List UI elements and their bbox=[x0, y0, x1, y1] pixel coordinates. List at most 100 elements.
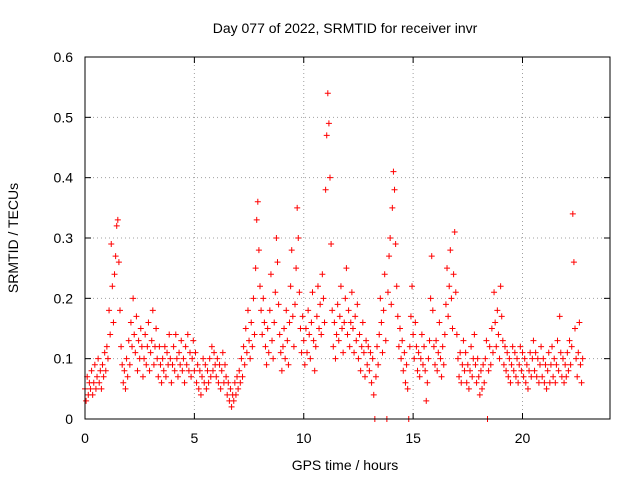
data-point bbox=[481, 379, 488, 386]
data-point bbox=[345, 307, 352, 314]
data-point bbox=[436, 319, 443, 326]
data-point bbox=[314, 283, 321, 290]
data-point bbox=[227, 385, 234, 392]
data-point bbox=[417, 355, 424, 362]
data-point bbox=[349, 325, 356, 332]
data-point bbox=[486, 343, 493, 350]
data-point bbox=[296, 289, 303, 296]
data-point bbox=[487, 361, 494, 368]
data-point bbox=[553, 361, 560, 368]
data-point bbox=[252, 265, 259, 272]
data-point bbox=[365, 343, 372, 350]
data-point bbox=[332, 355, 339, 362]
data-point bbox=[131, 331, 138, 338]
data-point bbox=[465, 385, 472, 392]
data-point bbox=[572, 325, 578, 332]
data-point bbox=[358, 343, 365, 350]
data-point bbox=[293, 265, 300, 272]
data-point bbox=[489, 349, 496, 356]
data-point bbox=[246, 337, 253, 344]
data-point bbox=[495, 331, 502, 338]
data-point bbox=[458, 379, 465, 386]
data-point bbox=[517, 343, 524, 350]
data-point bbox=[354, 301, 361, 308]
y-tick-label: 0.6 bbox=[54, 49, 74, 65]
data-point bbox=[157, 361, 164, 368]
data-point bbox=[219, 349, 226, 356]
data-point bbox=[362, 373, 368, 380]
data-point bbox=[203, 385, 210, 392]
data-point bbox=[491, 289, 498, 296]
x-tick-label: 15 bbox=[405, 430, 421, 446]
data-point bbox=[397, 325, 403, 332]
data-point bbox=[336, 313, 343, 320]
data-point bbox=[283, 307, 290, 314]
data-point bbox=[469, 373, 476, 380]
data-point bbox=[147, 349, 154, 356]
data-point bbox=[254, 198, 261, 205]
data-point bbox=[232, 391, 239, 398]
data-point bbox=[322, 186, 329, 193]
data-point bbox=[188, 373, 195, 380]
data-point bbox=[257, 283, 263, 290]
data-point bbox=[167, 355, 174, 362]
data-point bbox=[400, 367, 407, 374]
data-point bbox=[295, 235, 302, 241]
data-point bbox=[503, 367, 510, 374]
data-point bbox=[419, 361, 426, 368]
data-point bbox=[483, 337, 490, 344]
data-point bbox=[335, 337, 342, 344]
data-point bbox=[137, 325, 144, 332]
data-point bbox=[464, 361, 471, 368]
y-axis-label: SRMTID / TECUs bbox=[5, 183, 21, 293]
data-point bbox=[205, 379, 212, 386]
data-point bbox=[107, 331, 114, 338]
data-point bbox=[516, 361, 523, 368]
y-tick-label: 0.4 bbox=[54, 170, 74, 186]
data-point bbox=[170, 343, 177, 350]
data-point bbox=[240, 343, 247, 350]
chart-title: Day 077 of 2022, SRMTID for receiver inv… bbox=[213, 20, 478, 36]
data-point bbox=[228, 403, 235, 410]
data-point bbox=[382, 337, 389, 344]
data-point bbox=[162, 373, 169, 380]
data-point bbox=[341, 319, 348, 326]
data-point bbox=[327, 174, 333, 181]
data-point bbox=[342, 295, 349, 302]
data-point bbox=[285, 361, 292, 368]
data-point bbox=[446, 283, 453, 290]
data-point bbox=[195, 385, 202, 392]
data-point bbox=[208, 343, 215, 350]
data-point bbox=[250, 295, 257, 302]
data-point bbox=[442, 301, 449, 308]
data-point bbox=[540, 355, 547, 362]
data-point bbox=[299, 313, 306, 320]
data-point bbox=[507, 379, 514, 386]
data-point bbox=[429, 307, 436, 314]
data-point bbox=[328, 241, 335, 248]
data-point bbox=[351, 349, 358, 356]
data-point bbox=[511, 349, 518, 356]
data-point bbox=[125, 337, 132, 344]
data-point bbox=[339, 325, 346, 332]
data-point bbox=[106, 307, 113, 314]
data-point bbox=[467, 367, 473, 374]
data-point bbox=[519, 349, 526, 356]
data-point bbox=[320, 295, 327, 302]
data-point bbox=[550, 373, 557, 380]
data-point bbox=[480, 361, 487, 368]
data-point bbox=[164, 349, 171, 356]
data-point bbox=[292, 301, 298, 308]
x-tick-label: 20 bbox=[515, 430, 531, 446]
data-point bbox=[258, 307, 265, 314]
data-point bbox=[424, 379, 431, 386]
data-point bbox=[384, 289, 391, 296]
data-point bbox=[235, 385, 242, 392]
data-point bbox=[402, 379, 409, 386]
data-point bbox=[433, 337, 440, 344]
data-point bbox=[177, 361, 184, 368]
data-point bbox=[476, 391, 483, 398]
data-point bbox=[534, 355, 541, 362]
data-point bbox=[123, 355, 130, 362]
data-point bbox=[193, 379, 200, 386]
